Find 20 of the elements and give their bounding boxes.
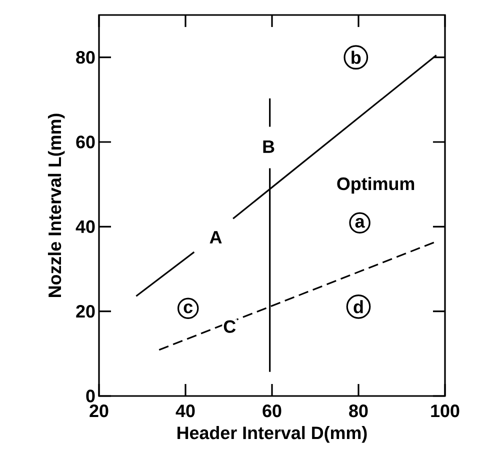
annotation: b xyxy=(352,50,361,64)
x-tick-label: 100 xyxy=(431,404,460,418)
y-tick-label: 40 xyxy=(76,220,95,234)
annotation: c xyxy=(184,303,193,314)
annotation: d xyxy=(354,300,363,314)
x-axis-title: Header Interval D(mm) xyxy=(178,426,367,443)
x-tick-label: 40 xyxy=(176,404,195,418)
y-tick-label: 80 xyxy=(76,50,95,64)
annotation: A xyxy=(210,231,222,244)
annotation: B xyxy=(263,140,274,153)
y-tick-label: 60 xyxy=(76,136,95,148)
x-tick-label: 80 xyxy=(349,404,368,418)
annotation: Optimum xyxy=(337,176,414,194)
x-tick-label: 20 xyxy=(90,404,108,418)
y-tick-label: 0 xyxy=(86,390,95,402)
y-tick-label: 20 xyxy=(76,304,95,318)
x-tick-label: 60 xyxy=(262,404,282,418)
annotation: C xyxy=(224,320,236,333)
annotation: a xyxy=(355,218,365,228)
y-axis-title: Nozzle Interval L(mm) xyxy=(48,114,65,297)
